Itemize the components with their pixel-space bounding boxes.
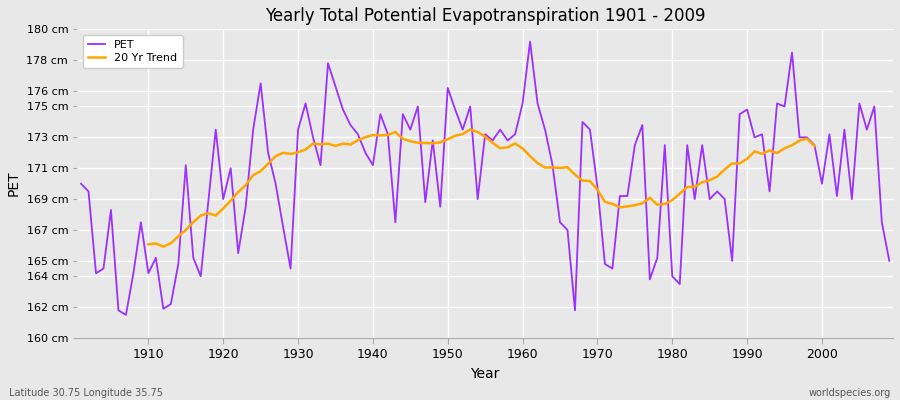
20 Yr Trend: [794, 138, 805, 143]
Legend: PET, 20 Yr Trend: PET, 20 Yr Trend: [83, 35, 183, 68]
20 Yr Trend: [712, 174, 723, 179]
20 Yr Trend: [143, 242, 154, 247]
Y-axis label: PET: PET: [7, 171, 21, 196]
PET: [622, 194, 633, 198]
PET: [525, 39, 535, 44]
Title: Yearly Total Potential Evapotranspiration 1901 - 2009: Yearly Total Potential Evapotranspiratio…: [265, 7, 706, 25]
20 Yr Trend: [353, 138, 364, 143]
PET: [143, 271, 154, 276]
20 Yr Trend: [726, 161, 737, 166]
20 Yr Trend: [809, 144, 820, 148]
20 Yr Trend: [464, 127, 475, 132]
20 Yr Trend: [158, 244, 168, 249]
Line: PET: PET: [81, 42, 889, 315]
PET: [884, 258, 895, 263]
PET: [532, 101, 543, 106]
PET: [518, 101, 528, 106]
X-axis label: Year: Year: [471, 367, 500, 381]
20 Yr Trend: [622, 204, 633, 209]
PET: [76, 181, 86, 186]
Text: Latitude 30.75 Longitude 35.75: Latitude 30.75 Longitude 35.75: [9, 388, 163, 398]
20 Yr Trend: [240, 183, 251, 188]
PET: [121, 312, 131, 317]
PET: [353, 132, 364, 137]
Text: worldspecies.org: worldspecies.org: [809, 388, 891, 398]
PET: [308, 135, 319, 140]
Line: 20 Yr Trend: 20 Yr Trend: [148, 130, 814, 246]
